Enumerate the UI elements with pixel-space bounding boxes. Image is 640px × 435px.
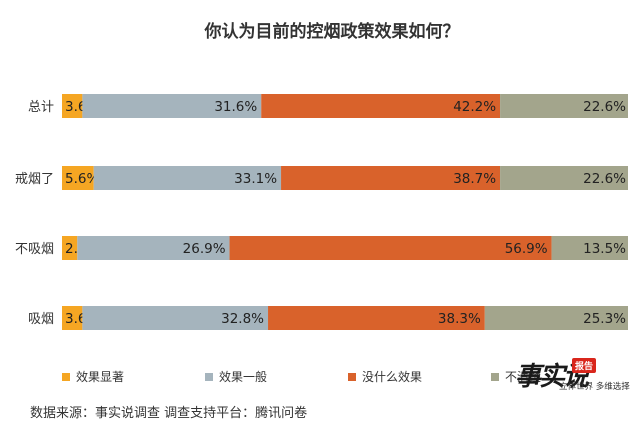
data-label: 26.9% [183, 241, 226, 257]
chart-title: 你认为目前的控烟政策效果如何？ [204, 21, 460, 42]
legend-label: 效果一般 [219, 369, 267, 384]
legend-label: 不清楚 [505, 370, 541, 384]
data-label: 33.1% [234, 171, 277, 187]
bar-segment [281, 166, 501, 190]
bar-segment [62, 236, 78, 260]
publisher-logo: 事实说 报告 立体世界 多维选择 [515, 358, 630, 402]
logo-badge: 报告 [572, 358, 597, 373]
bar-segment [82, 306, 269, 330]
data-label: 22.6% [583, 171, 626, 187]
bar-segment [77, 236, 230, 260]
data-label: 42.2% [453, 99, 496, 115]
data-label: 32.8% [221, 311, 264, 327]
legend-swatch [205, 373, 213, 381]
data-label: 22.6% [583, 99, 626, 115]
data-source-note: 数据来源：事实说调查 调查支持平台：腾讯问卷 [30, 406, 308, 421]
legend-swatch [62, 373, 70, 381]
legend-label: 效果显著 [76, 369, 124, 384]
bar-segment [62, 306, 83, 330]
legend-label: 没什么效果 [362, 369, 422, 384]
data-label: 38.7% [453, 171, 496, 187]
bar-segment [62, 94, 83, 118]
bars-group: 总计 3.6% 31.6% 42.2% 22.6%戒烟了 5.6% 33.1% 38.7% 22… [15, 94, 628, 330]
bar-segment [62, 166, 94, 190]
legend: 效果显著 效果一般 没什么效果 不清楚 [62, 369, 541, 384]
bar-segment [93, 166, 282, 190]
bar-segment [229, 236, 552, 260]
logo-slogan: 立体世界 多维选择 [559, 382, 630, 392]
data-label: 13.5% [583, 241, 626, 257]
category-label: 总计 [28, 100, 54, 115]
bar-segment [500, 166, 628, 190]
data-label: 25.3% [583, 311, 626, 327]
data-label: 38.3% [438, 311, 481, 327]
category-label: 吸烟 [28, 312, 54, 327]
bar-segment [500, 94, 628, 118]
data-label: 5.6% [65, 171, 99, 187]
bar-segment [82, 94, 262, 118]
legend-swatch [491, 373, 499, 381]
data-label: 56.9% [505, 241, 548, 257]
category-label: 戒烟了 [15, 172, 54, 187]
data-label: 31.6% [214, 99, 257, 115]
bar-segment [551, 236, 628, 260]
category-label: 不吸烟 [15, 242, 54, 257]
bar-segment [261, 94, 501, 118]
bar-segment [484, 306, 628, 330]
legend-swatch [348, 373, 356, 381]
bar-segment [268, 306, 485, 330]
